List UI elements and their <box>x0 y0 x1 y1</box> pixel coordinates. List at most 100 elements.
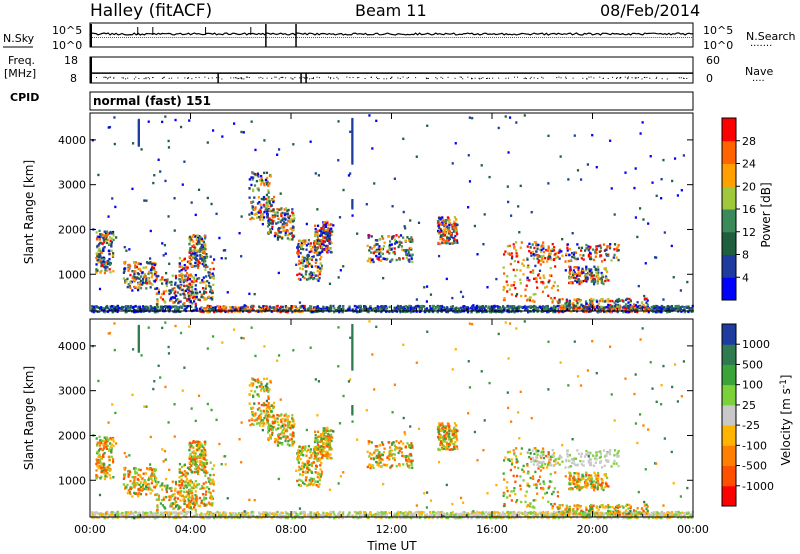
power-cell <box>541 255 544 258</box>
power-cell <box>129 281 133 285</box>
power-cell <box>453 220 456 224</box>
power-cell <box>606 305 610 309</box>
power-cell <box>134 266 137 269</box>
nsearch-dot <box>299 37 300 38</box>
power-cell <box>554 305 557 309</box>
power-cell <box>168 262 171 266</box>
power-cell <box>499 306 502 309</box>
power-cell <box>295 308 298 311</box>
power-cell <box>439 305 442 308</box>
power-cell <box>617 249 620 252</box>
power-cell <box>300 244 303 247</box>
power-cell <box>324 232 327 236</box>
nsearch-dot <box>351 37 353 38</box>
power-cell <box>312 255 315 258</box>
velocity-cell <box>690 513 693 516</box>
power-cell <box>199 247 202 250</box>
power-cell <box>127 305 130 308</box>
nsearch-dot <box>684 37 686 38</box>
power-cell <box>137 137 140 141</box>
power-cell <box>466 310 470 314</box>
power-cell <box>571 281 574 284</box>
power-cell <box>660 197 663 200</box>
power-cell <box>440 222 443 226</box>
nsearch-dot <box>240 37 242 38</box>
power-cell <box>112 238 115 242</box>
power-cell <box>540 259 543 262</box>
power-cell <box>599 244 602 247</box>
power-cell <box>163 243 167 247</box>
power-cell <box>209 305 213 308</box>
power-cell <box>289 227 292 230</box>
power-cell <box>214 306 217 309</box>
power-cell <box>108 261 111 265</box>
nsearch-dot <box>250 37 252 38</box>
power-cell <box>276 238 280 241</box>
nsearch-dot <box>160 37 162 38</box>
power-cell <box>200 257 203 260</box>
velocity-cell <box>554 511 557 515</box>
nave-dot <box>686 77 688 79</box>
power-cell <box>584 277 587 281</box>
power-cell <box>162 292 165 295</box>
power-cell <box>164 252 167 255</box>
power-cell <box>153 305 156 309</box>
power-cell <box>651 181 654 184</box>
power-cell <box>546 304 549 308</box>
power-cell <box>97 173 100 177</box>
nsearch-dot <box>680 37 682 38</box>
power-cell <box>278 208 281 211</box>
velocity-cell <box>98 516 101 519</box>
power-cell <box>151 265 154 269</box>
power-cell <box>204 298 207 301</box>
nave-dot <box>278 78 280 80</box>
power-cell <box>307 238 311 242</box>
nave-dot <box>471 78 473 80</box>
power-cell <box>572 301 575 305</box>
power-cell <box>164 115 167 118</box>
power-cell <box>547 308 551 311</box>
power-cell <box>109 305 112 308</box>
power-cell <box>172 305 175 308</box>
power-cell <box>678 306 682 309</box>
power-cell <box>393 308 396 312</box>
power-cell <box>690 308 693 312</box>
power-cell <box>191 302 194 305</box>
power-cell <box>375 243 378 246</box>
power-cell <box>265 309 269 312</box>
power-cell <box>522 264 525 267</box>
power-cell <box>204 291 208 294</box>
nave-dot <box>316 76 318 78</box>
power-cell <box>543 308 546 312</box>
power-cell <box>247 310 250 314</box>
power-cell <box>534 306 538 310</box>
power-cell <box>593 265 596 268</box>
power-cell <box>141 283 144 286</box>
nsearch-dot <box>453 37 455 38</box>
power-cell <box>585 276 588 279</box>
power-cell <box>670 305 674 308</box>
power-cell <box>291 218 294 222</box>
power-cell <box>95 252 98 255</box>
power-cell <box>647 222 650 225</box>
power-cell <box>318 272 321 276</box>
power-cell <box>285 222 288 225</box>
velocity-cell <box>111 512 114 516</box>
power-cell <box>276 214 279 217</box>
power-cell <box>382 237 385 240</box>
velocity-cell <box>242 513 245 517</box>
power-cell <box>265 207 268 211</box>
power-cell <box>122 277 125 280</box>
power-cell <box>103 310 106 314</box>
nsearch-dot <box>389 37 391 38</box>
power-cell <box>188 119 191 122</box>
nave-dot <box>391 76 393 78</box>
power-cell <box>296 251 299 254</box>
nsearch-dot <box>618 37 620 38</box>
power-cell <box>266 307 270 310</box>
power-cell <box>556 284 559 288</box>
power-cell <box>129 304 133 308</box>
power-cell <box>198 261 201 265</box>
nave-dot <box>447 76 449 78</box>
power-cell <box>351 156 354 160</box>
